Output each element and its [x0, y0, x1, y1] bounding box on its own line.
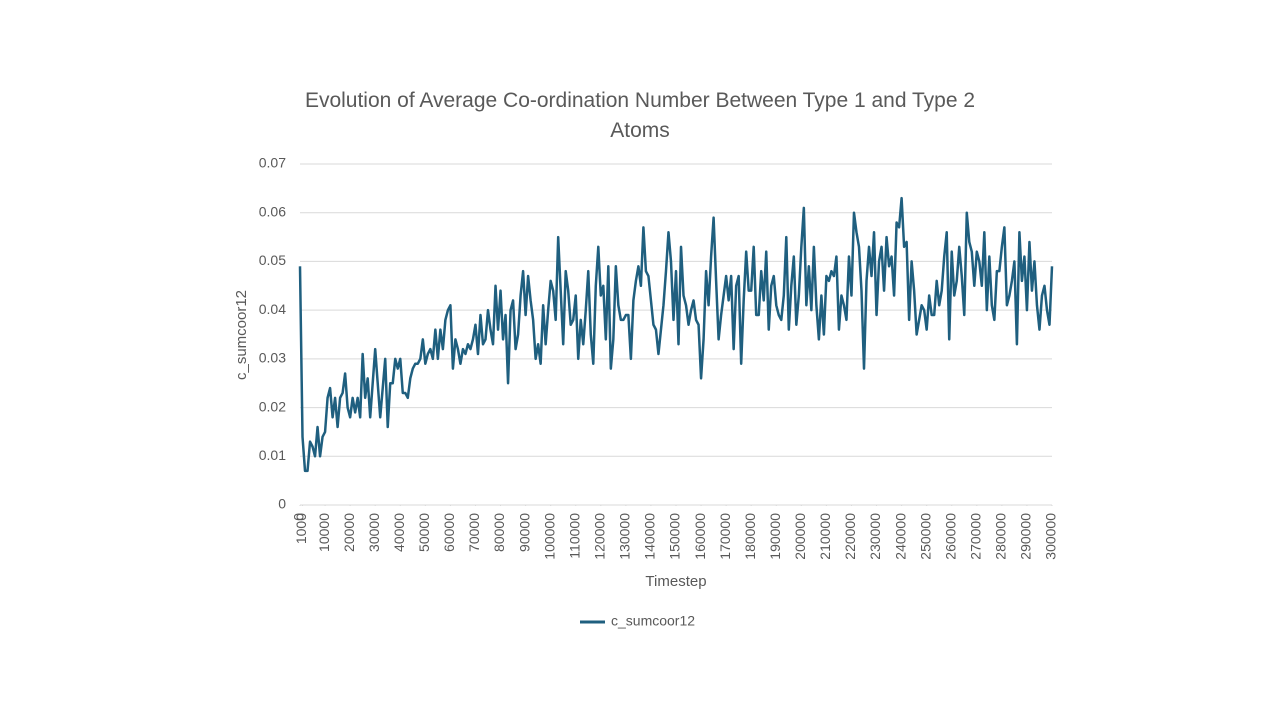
x-tick-label: 220000 [842, 513, 858, 560]
x-tick-label: 210000 [817, 513, 833, 560]
x-tick-label: 80000 [491, 513, 507, 552]
x-axis-label: Timestep [645, 573, 706, 590]
x-tick-label: 270000 [968, 513, 984, 560]
data-line [298, 196, 1054, 473]
x-tick-label: 100000 [541, 513, 557, 560]
x-tick-label: 0 [291, 513, 307, 521]
y-tick-label: 0.06 [259, 203, 286, 219]
x-tick-label: 30000 [366, 513, 382, 552]
y-tick-label: 0.05 [259, 252, 286, 268]
y-axis-label: c_sumcoor12 [233, 290, 250, 380]
y-tick-label: 0.01 [259, 447, 286, 463]
x-tick-label: 50000 [416, 513, 432, 552]
x-tick-label: 280000 [993, 513, 1009, 560]
x-tick-label: 140000 [642, 513, 658, 560]
x-tick-label: 180000 [742, 513, 758, 560]
y-tick-label: 0.03 [259, 350, 286, 366]
x-tick-label: 70000 [466, 513, 482, 552]
x-tick-label: 300000 [1043, 513, 1059, 560]
y-tick-label: 0 [278, 496, 286, 512]
x-tick-label: 200000 [792, 513, 808, 560]
x-tick-label: 10000 [316, 513, 332, 552]
x-tick-label: 170000 [717, 513, 733, 560]
x-tick-label: 150000 [667, 513, 683, 560]
x-tick-label: 230000 [867, 513, 883, 560]
y-tick-label: 0.04 [259, 301, 286, 317]
x-tick-label: 260000 [942, 513, 958, 560]
x-tick-label: 160000 [692, 513, 708, 560]
x-tick-label: 40000 [391, 513, 407, 552]
x-tick-label: 190000 [767, 513, 783, 560]
x-tick-label: 90000 [516, 513, 532, 552]
y-tick-label: 0.02 [259, 398, 286, 414]
chart-title: Evolution of Average Co-ordination Numbe… [304, 89, 976, 142]
x-tick-label: 1000 [293, 513, 309, 544]
x-tick-label: 120000 [592, 513, 608, 560]
x-tick-label: 250000 [917, 513, 933, 560]
x-tick-label: 130000 [617, 513, 633, 560]
x-tick-label: 60000 [441, 513, 457, 552]
x-tick-label: 20000 [341, 513, 357, 552]
x-tick-label: 240000 [892, 513, 908, 560]
x-tick-label: 290000 [1018, 513, 1034, 560]
x-tick-label: 110000 [566, 513, 582, 559]
legend-label: c_sumcoor12 [611, 613, 695, 629]
y-tick-label: 0.07 [259, 155, 286, 171]
